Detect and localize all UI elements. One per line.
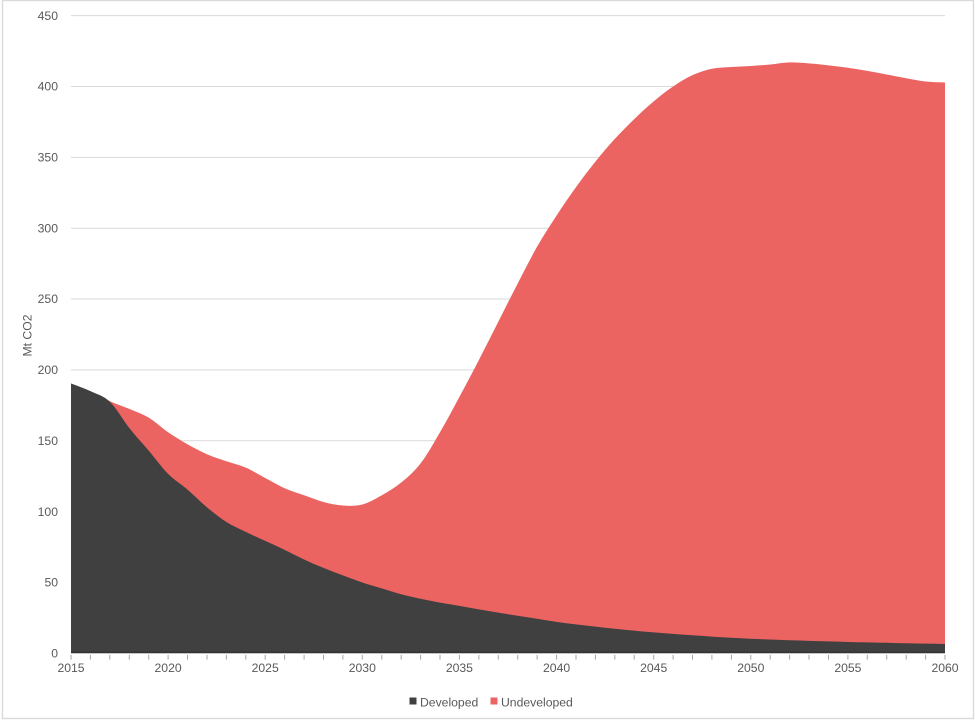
svg-text:2030: 2030 [349, 661, 376, 675]
svg-text:150: 150 [38, 434, 59, 448]
svg-text:250: 250 [38, 292, 59, 306]
svg-text:300: 300 [38, 221, 59, 235]
svg-text:2045: 2045 [640, 661, 667, 675]
svg-text:350: 350 [38, 151, 59, 165]
svg-text:100: 100 [38, 505, 59, 519]
svg-text:2040: 2040 [543, 661, 570, 675]
svg-text:2025: 2025 [252, 661, 279, 675]
svg-text:450: 450 [38, 9, 59, 23]
svg-text:Developed: Developed [420, 696, 478, 710]
svg-text:2035: 2035 [446, 661, 473, 675]
svg-text:50: 50 [44, 576, 58, 590]
svg-text:200: 200 [38, 363, 59, 377]
svg-text:400: 400 [38, 80, 59, 94]
svg-text:2020: 2020 [155, 661, 182, 675]
svg-text:0: 0 [51, 647, 58, 661]
svg-text:Mt CO2: Mt CO2 [21, 314, 35, 356]
svg-text:2060: 2060 [931, 661, 958, 675]
svg-text:Undeveloped: Undeveloped [501, 696, 573, 710]
svg-text:2050: 2050 [737, 661, 764, 675]
svg-text:2015: 2015 [57, 661, 84, 675]
svg-text:2055: 2055 [834, 661, 861, 675]
